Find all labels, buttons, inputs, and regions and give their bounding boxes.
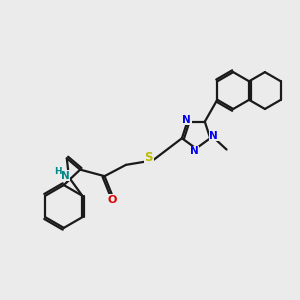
Text: H: H — [54, 167, 62, 176]
Text: S: S — [145, 151, 153, 164]
Text: N: N — [182, 115, 191, 125]
Text: N: N — [209, 131, 218, 141]
Text: N: N — [61, 171, 70, 181]
Text: N: N — [190, 146, 199, 157]
Text: O: O — [108, 195, 117, 205]
